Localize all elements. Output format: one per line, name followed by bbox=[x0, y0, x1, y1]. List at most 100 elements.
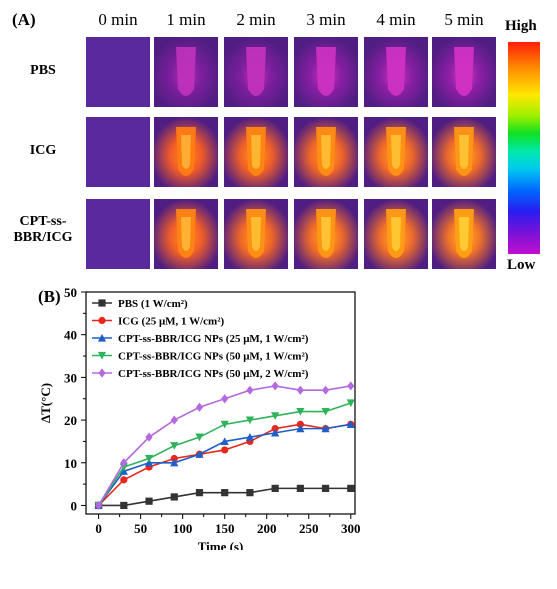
thermal-image-r2-c0 bbox=[86, 199, 150, 269]
x-axis-label: Time (s) bbox=[198, 539, 244, 550]
data-point-s3-7 bbox=[271, 412, 280, 420]
data-point-s0-8 bbox=[296, 484, 304, 492]
time-header-2: 2 min bbox=[236, 10, 276, 29]
data-point-s2-10 bbox=[346, 420, 355, 428]
data-point-s3-2 bbox=[144, 454, 154, 463]
thermal-image-r2-c2 bbox=[224, 199, 288, 269]
temperature-line-chart: 0 50 100 150 200 250 300 0 10 20 30 40 50 Time (s) ΔT(… bbox=[38, 285, 361, 550]
row-label-0: PBS bbox=[30, 63, 56, 78]
data-point-s2-4 bbox=[195, 450, 204, 458]
thermal-image-r2-c5 bbox=[432, 199, 496, 269]
thermal-image-r0-c2 bbox=[224, 37, 288, 107]
data-point-s1-5 bbox=[221, 446, 229, 454]
data-point-s0-1 bbox=[120, 501, 128, 510]
y-tick-label: 40 bbox=[64, 328, 77, 343]
data-point-s0-4 bbox=[195, 489, 204, 497]
time-header-3: 3 min bbox=[306, 10, 346, 29]
legend-label-4: CPT-ss-BBR/ICG NPs (50 μM, 2 W/cm²) bbox=[118, 368, 309, 380]
data-point-s0-2 bbox=[145, 497, 153, 505]
data-point-s3-4 bbox=[195, 433, 204, 442]
data-point-s2-7 bbox=[271, 428, 280, 437]
data-point-s3-6 bbox=[245, 416, 255, 425]
x-tick-label: 200 bbox=[257, 521, 277, 536]
row-label-1: ICG bbox=[29, 143, 57, 158]
panel-a-label: (A) bbox=[12, 10, 36, 29]
row-label-2: CPT-ss- BBR/ICG bbox=[13, 214, 73, 245]
y-tick-label: 30 bbox=[64, 370, 77, 385]
y-tick-label: 50 bbox=[64, 285, 77, 300]
scale-high-label: High bbox=[505, 18, 537, 34]
data-point-s0-10 bbox=[347, 484, 355, 492]
data-point-s0-3 bbox=[170, 493, 178, 501]
y-tick-label: 20 bbox=[64, 413, 77, 428]
data-point-s3-3 bbox=[170, 442, 179, 450]
x-tick-label: 100 bbox=[173, 521, 193, 536]
thermal-image-r1-c4 bbox=[364, 117, 428, 187]
data-point-s4-4 bbox=[195, 402, 204, 412]
thermal-image-r0-c5 bbox=[432, 37, 496, 107]
data-point-s4-5 bbox=[221, 394, 229, 404]
data-point-s1-8 bbox=[296, 420, 304, 428]
legend-marker-2 bbox=[97, 333, 107, 342]
y-tick-label: 0 bbox=[71, 498, 78, 513]
data-point-s4-1 bbox=[120, 458, 128, 468]
data-point-s1-3 bbox=[170, 454, 178, 463]
data-point-s3-5 bbox=[220, 420, 229, 429]
data-point-s0-6 bbox=[246, 489, 254, 497]
data-point-s0-7 bbox=[271, 484, 279, 492]
data-point-s4-7 bbox=[271, 381, 279, 391]
thermal-image-r0-c3 bbox=[294, 37, 358, 107]
thermal-image-r0-c0 bbox=[86, 37, 150, 107]
thermal-image-r0-c1 bbox=[154, 37, 218, 107]
legend-label-2: CPT-ss-BBR/ICG NPs (25 μM, 1 W/cm²) bbox=[118, 333, 309, 345]
data-point-s2-6 bbox=[245, 433, 255, 441]
legend-marker-0 bbox=[98, 299, 106, 307]
x-tick-label: 150 bbox=[215, 521, 235, 536]
data-point-s3-10 bbox=[346, 399, 355, 408]
thermal-image-r0-c4 bbox=[364, 37, 428, 107]
series-line-4 bbox=[97, 385, 351, 506]
thermal-image-r1-c1 bbox=[154, 117, 218, 187]
data-point-s4-0 bbox=[95, 500, 103, 511]
scale-low-label: Low bbox=[507, 257, 536, 273]
data-point-s4-3 bbox=[170, 415, 178, 425]
temperature-color-scale bbox=[508, 42, 540, 254]
data-point-s4-9 bbox=[321, 385, 330, 395]
data-point-s1-7 bbox=[271, 425, 279, 433]
legend-label-1: ICG (25 μM, 1 W/cm²) bbox=[118, 316, 225, 328]
time-header-4: 4 min bbox=[376, 10, 416, 29]
thermal-image-r2-c1 bbox=[154, 199, 218, 269]
x-tick-label: 50 bbox=[134, 521, 147, 536]
legend-marker-3 bbox=[97, 351, 107, 360]
x-tick-label: 0 bbox=[95, 521, 102, 536]
data-point-s1-1 bbox=[120, 476, 128, 484]
legend-label-0: PBS (1 W/cm²) bbox=[118, 298, 188, 310]
data-point-s3-8 bbox=[296, 407, 305, 416]
plot-frame bbox=[85, 291, 356, 515]
data-point-s0-5 bbox=[221, 489, 229, 497]
data-point-s4-8 bbox=[296, 385, 304, 395]
data-point-s4-10 bbox=[347, 381, 355, 391]
thermal-image-r1-c0 bbox=[86, 117, 150, 187]
legend-label-3: CPT-ss-BBR/ICG NPs (50 μM, 1 W/cm²) bbox=[118, 351, 309, 363]
x-tick-label: 300 bbox=[341, 521, 361, 536]
data-point-s2-9 bbox=[321, 424, 330, 433]
y-tick-label: 10 bbox=[64, 456, 77, 471]
data-point-s2-5 bbox=[220, 437, 229, 446]
thermal-image-r1-c5 bbox=[432, 117, 496, 187]
data-point-s2-8 bbox=[296, 424, 305, 433]
y-axis-label: ΔT(°C) bbox=[38, 383, 53, 423]
thermal-image-r2-c3 bbox=[294, 199, 358, 269]
thermal-image-r1-c3 bbox=[294, 117, 358, 187]
thermal-image-r1-c2 bbox=[224, 117, 288, 187]
data-point-s3-9 bbox=[321, 407, 330, 416]
legend-marker-4 bbox=[98, 368, 106, 378]
x-tick-label: 250 bbox=[299, 521, 319, 536]
data-point-s4-6 bbox=[246, 385, 254, 395]
time-header-0: 0 min bbox=[98, 10, 138, 29]
legend-marker-1 bbox=[98, 316, 106, 325]
time-header-5: 5 min bbox=[444, 10, 484, 29]
data-point-s0-9 bbox=[321, 484, 330, 492]
data-point-s2-3 bbox=[170, 458, 179, 467]
